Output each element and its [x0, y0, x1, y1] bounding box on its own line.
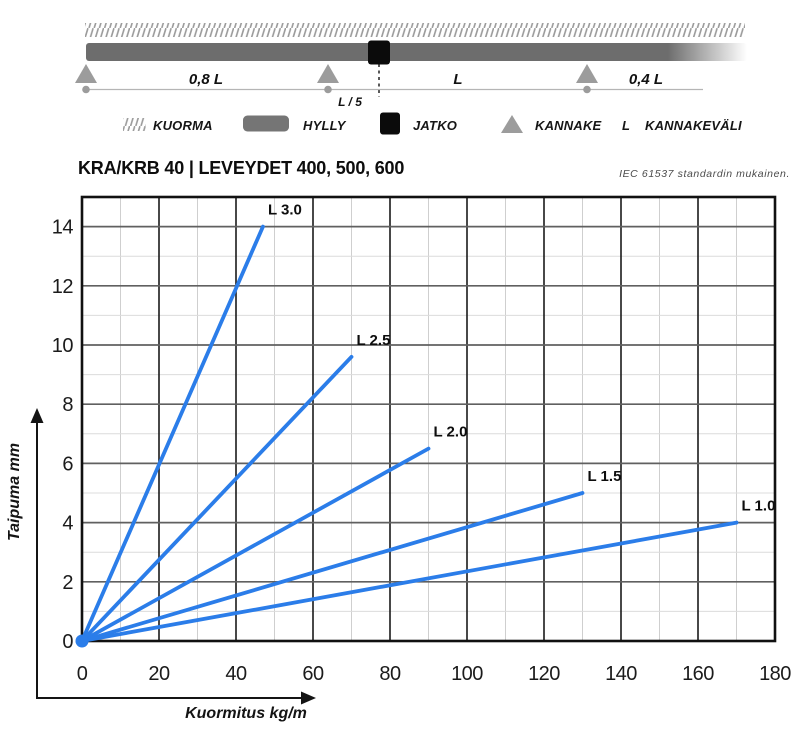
x-axis-arrowhead-icon: [301, 691, 316, 705]
shelf-bar-icon: [243, 115, 289, 132]
series-line: [80, 224, 265, 643]
x-tick-label: 60: [302, 663, 324, 685]
y-tick-label: 0: [62, 631, 73, 653]
y-tick-label: 4: [62, 513, 73, 535]
series-line: [80, 446, 431, 643]
span-right-label: 0,4 L: [629, 71, 663, 88]
legend-label-kannakevali: KANNAKEVÄLI: [645, 118, 742, 133]
header: KRA/KRB 40 | LEVEYDET 400, 500, 600 IEC …: [0, 156, 800, 190]
y-axis-title: Taipuma mm: [6, 443, 23, 541]
span-symbol: L: [622, 118, 630, 133]
series-label: L 2.0: [434, 424, 468, 441]
series-label: L 1.5: [588, 468, 622, 485]
x-tick-label: 120: [528, 663, 560, 685]
joint-square: [368, 40, 390, 65]
load-hatch-band: [85, 23, 745, 37]
y-tick-label: 6: [62, 453, 73, 475]
axis-arrow-lines: [36, 420, 304, 699]
legend-label-kannake: KANNAKE: [535, 118, 602, 133]
legend-label-jatko: JATKO: [413, 118, 457, 133]
legend-label-hylly: HYLLY: [303, 118, 347, 133]
y-tick-label: 8: [62, 394, 73, 416]
legend: KUORMA HYLLY JATKO KANNAKE L KANNAKEVÄLI: [123, 112, 742, 135]
standard-note: IEC 61537 standardin mukainen.: [619, 168, 790, 180]
y-tick-label: 14: [52, 217, 74, 239]
legend-label-kuorma: KUORMA: [153, 118, 213, 133]
series-line: [80, 491, 585, 643]
joint-square-icon: [380, 112, 400, 135]
x-tick-label: 100: [451, 663, 483, 685]
grid-layer: [80, 195, 777, 643]
x-tick-label: 140: [605, 663, 637, 685]
plot-border: [80, 195, 777, 643]
x-axis-title: Kuormitus kg/m: [185, 705, 307, 722]
x-tick-label: 0: [77, 663, 88, 685]
support-triangle: [317, 64, 339, 83]
series-label: L 2.5: [357, 332, 391, 349]
series-line: [80, 354, 354, 643]
x-tick-label: 180: [759, 663, 791, 685]
support-dot: [82, 85, 90, 94]
span-left-label: 0,8 L: [189, 71, 223, 88]
support-triangle-icon: [501, 115, 523, 133]
series-line: [80, 520, 739, 643]
span-mid-label: L: [453, 71, 462, 88]
y-tick-label: 12: [52, 276, 74, 298]
series-label: L 1.0: [742, 498, 776, 515]
support-triangle: [75, 64, 97, 83]
support-dot: [583, 85, 591, 94]
support-dot: [324, 85, 332, 94]
series-label: L 3.0: [268, 202, 302, 219]
support-triangle: [576, 64, 598, 83]
load-hatch-icon: [123, 118, 146, 131]
page-title: KRA/KRB 40 | LEVEYDET 400, 500, 600: [78, 158, 405, 178]
x-tick-label: 40: [225, 663, 247, 685]
y-tick-label: 10: [52, 335, 74, 357]
x-tick-label: 20: [148, 663, 170, 685]
x-tick-label: 80: [379, 663, 401, 685]
shelf-bar: [86, 43, 747, 61]
series-layer: L 3.0 L 2.5 L 2.0 L 1.5 L 1.0: [75, 202, 776, 648]
y-axis-arrowhead-icon: [30, 408, 44, 423]
joint-offset-label: L / 5: [338, 95, 362, 109]
y-tick-label: 2: [62, 572, 73, 594]
origin-point: [75, 634, 89, 648]
x-tick-label: 160: [682, 663, 714, 685]
beam-schematic: 0,8 L L 0,4 L L / 5 KUORMA HYLLY JATKO K…: [75, 23, 747, 135]
